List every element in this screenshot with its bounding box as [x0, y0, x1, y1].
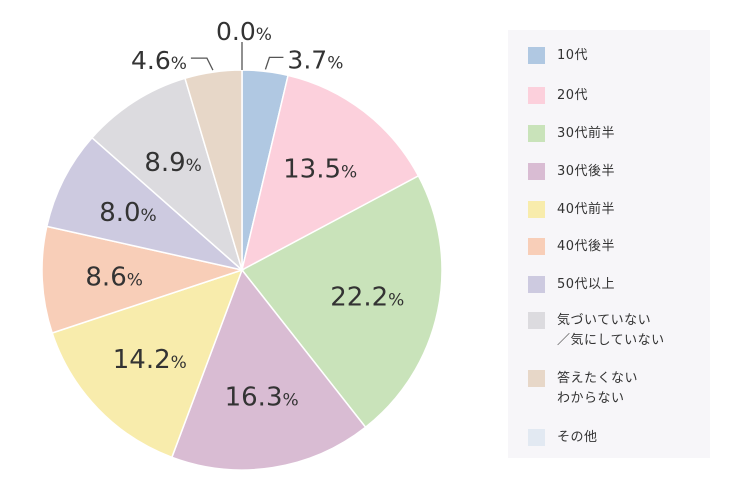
legend-item: 30代後半: [528, 162, 615, 182]
legend-swatch: [528, 125, 545, 142]
legend-label: 50代以上: [557, 277, 616, 292]
pie-slice: [90, 77, 244, 273]
legend-swatch: [528, 87, 545, 104]
legend-item: 10代: [528, 46, 588, 66]
legend-swatch: [528, 163, 545, 180]
legend-label: 40代前半: [557, 202, 616, 217]
legend-item: 30代前半: [528, 124, 615, 144]
legend: 10代 20代 30代前半 30代後半 40代前半 40代後半 50代以上気づいていない ／…: [508, 30, 710, 458]
leader-line: [190, 57, 214, 71]
legend-swatch: [528, 201, 545, 218]
legend-swatch: [528, 370, 545, 387]
pie-slice: [51, 268, 244, 459]
slice-value-label: 14.2%: [113, 345, 187, 375]
legend-label: 答えたくない わからない: [557, 371, 639, 406]
leader-lines: [190, 42, 284, 71]
legend-item: 40代後半: [528, 237, 615, 257]
slice-value-label: 0.0%: [216, 17, 272, 46]
legend-label: 40代後半: [557, 239, 616, 254]
legend-swatch: [528, 238, 545, 255]
slice-value-label: 13.5%: [283, 155, 357, 185]
legend-item: その他: [528, 428, 598, 448]
legend-swatch: [528, 429, 545, 446]
legend-swatch: [528, 312, 545, 329]
pie-slice: [240, 74, 420, 272]
pie-slice: [45, 136, 243, 271]
legend-swatch: [528, 276, 545, 293]
legend-label: 気づいていない ／気にしていない: [557, 313, 665, 348]
legend-label: 30代後半: [557, 164, 616, 179]
legend-item: 20代: [528, 86, 588, 106]
slice-value-label: 8.6%: [85, 262, 143, 292]
legend-label: その他: [557, 430, 598, 445]
slice-value-label: 4.6%: [131, 46, 187, 75]
legend-item: 40代前半: [528, 200, 615, 220]
legend-item: 答えたくない わからない: [528, 369, 638, 409]
legend-label: 20代: [557, 88, 589, 103]
leader-line: [264, 56, 284, 70]
legend-label: 30代前半: [557, 126, 616, 141]
legend-item: 気づいていない ／気にしていない: [528, 311, 665, 351]
slice-value-label: 22.2%: [330, 282, 404, 312]
slice-value-label: 3.7%: [287, 45, 343, 74]
legend-swatch: [528, 47, 545, 64]
slice-value-label: 8.0%: [99, 198, 157, 228]
slice-labels: 3.7% 13.5% 22.2% 16.3% 14.2% 8.6% 8.0% 8.9% 4.6%…: [85, 17, 404, 412]
slice-value-label: 8.9%: [144, 148, 202, 178]
pie-slices: [41, 69, 443, 471]
slice-value-label: 16.3%: [225, 382, 299, 412]
pie-slice: [240, 174, 443, 429]
pie-slice: [41, 225, 245, 334]
pie-slice: [184, 69, 243, 271]
legend-item: 50代以上: [528, 275, 615, 295]
pie-slice: [170, 268, 367, 471]
legend-label: 10代: [557, 48, 589, 63]
